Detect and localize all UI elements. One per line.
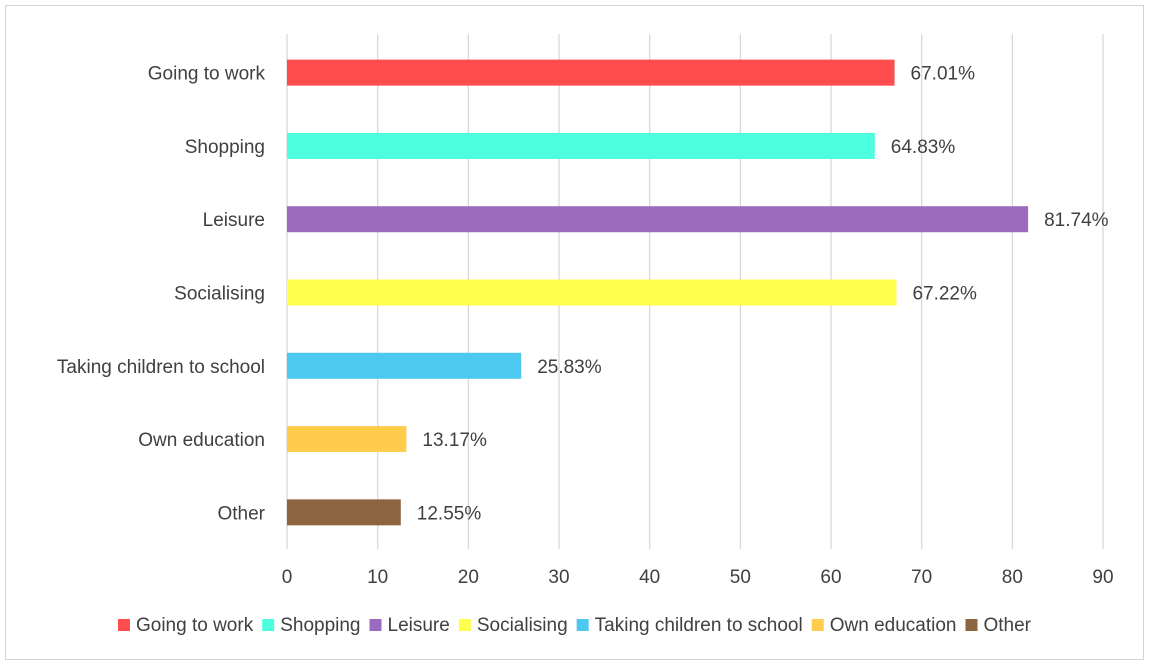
legend-label: Socialising <box>477 615 568 636</box>
x-tick-label: 20 <box>458 567 479 588</box>
legend-swatch-6 <box>965 619 978 631</box>
legend-label: Shopping <box>280 615 360 636</box>
legend-label: Taking children to school <box>595 615 803 636</box>
legend-swatch-1 <box>262 619 275 631</box>
x-axis: 0 10 20 30 40 50 60 70 80 90 <box>282 567 1114 588</box>
legend-label: Leisure <box>388 615 450 636</box>
x-tick-label: 0 <box>282 567 293 588</box>
category-label: Other <box>217 503 265 524</box>
data-labels: 67.01% 64.83% 81.74% 67.22% 25.83% 13.17% 12.5… <box>417 64 1109 525</box>
bar-4 <box>287 352 522 379</box>
category-label: Socialising <box>174 284 265 305</box>
category-label: Shopping <box>185 137 265 158</box>
category-label: Taking children to school <box>57 357 265 378</box>
x-tick-label: 70 <box>911 567 932 588</box>
x-tick-label: 10 <box>367 567 388 588</box>
legend-label: Own education <box>830 615 957 636</box>
legend-swatch-2 <box>369 619 382 631</box>
x-tick-label: 90 <box>1092 567 1113 588</box>
legend: Going to work Shopping Leisure Socialising T… <box>117 615 1032 636</box>
bar-5 <box>287 426 407 453</box>
bar-2 <box>287 206 1029 233</box>
x-tick-label: 80 <box>1002 567 1023 588</box>
chart-frame: 0 10 20 30 40 50 60 70 80 90 Going to work Shoppin… <box>5 5 1144 660</box>
legend-label: Other <box>983 615 1031 636</box>
category-label: Leisure <box>203 210 265 231</box>
category-labels: Going to work Shopping Leisure Socialising T… <box>57 64 266 525</box>
data-label: 64.83% <box>891 137 956 158</box>
data-label: 67.22% <box>912 284 977 305</box>
data-label: 67.01% <box>911 64 976 85</box>
legend-swatch-5 <box>811 619 824 631</box>
bar-6 <box>287 499 401 526</box>
data-label: 81.74% <box>1044 210 1109 231</box>
bar-0 <box>287 59 895 86</box>
x-tick-label: 30 <box>548 567 569 588</box>
legend-swatch-3 <box>458 619 471 631</box>
data-label: 25.83% <box>537 357 602 378</box>
data-label: 12.55% <box>417 503 482 524</box>
legend-swatch-4 <box>576 619 589 631</box>
x-tick-label: 60 <box>820 567 841 588</box>
legend-swatch-0 <box>117 619 130 631</box>
bars <box>287 59 1029 526</box>
bar-chart: 0 10 20 30 40 50 60 70 80 90 Going to work Shoppin… <box>57 34 1114 636</box>
data-label: 13.17% <box>422 430 487 451</box>
bar-1 <box>287 132 875 159</box>
legend-label: Going to work <box>136 615 254 636</box>
category-label: Going to work <box>148 64 266 85</box>
x-tick-label: 50 <box>730 567 751 588</box>
bar-3 <box>287 279 897 306</box>
category-label: Own education <box>138 430 265 451</box>
x-tick-label: 40 <box>639 567 660 588</box>
